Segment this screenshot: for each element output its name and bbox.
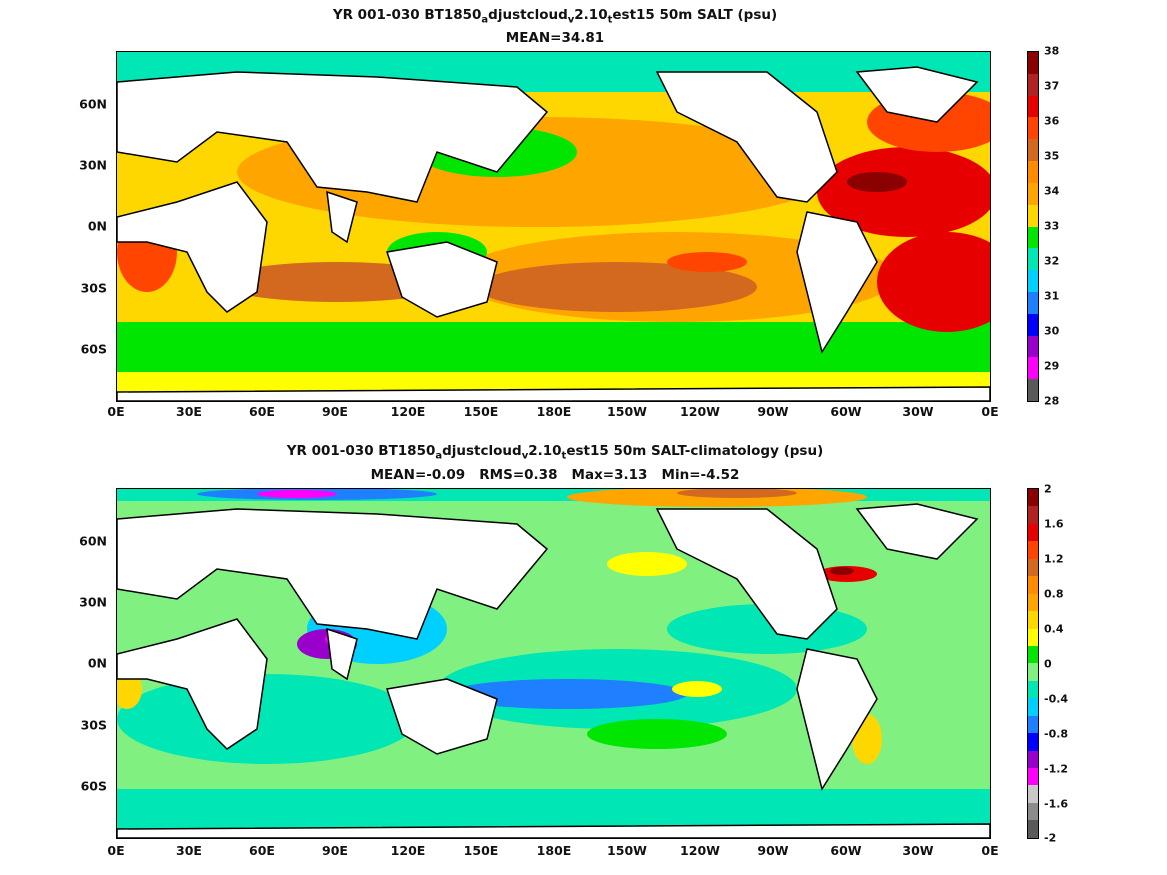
y-tick-label: 30N xyxy=(79,157,107,173)
colorbar-label: 36 xyxy=(1044,114,1060,128)
y-tick-label: 30S xyxy=(80,717,107,733)
x-tick-label: 120E xyxy=(390,404,426,419)
x-tick-label: 0E xyxy=(107,404,125,419)
x-tick-label: 30E xyxy=(176,843,202,858)
colorbar-label: 0.4 xyxy=(1044,622,1064,636)
x-tick-label: 90E xyxy=(322,404,348,419)
x-tick-label: 0E xyxy=(981,843,999,858)
x-tick-label: 150E xyxy=(463,843,499,858)
colorbar-label: -0.4 xyxy=(1044,692,1069,706)
x-tick-label: 150W xyxy=(607,843,647,858)
salinity-map xyxy=(116,51,991,402)
x-tick-label: 30W xyxy=(902,404,934,419)
x-tick-label: 60W xyxy=(830,843,862,858)
salinity-map-canvas xyxy=(117,52,990,401)
colorbar-label: 1.2 xyxy=(1044,552,1064,566)
colorbar-label: 0 xyxy=(1044,657,1052,671)
colorbar-label: -0.8 xyxy=(1044,727,1069,741)
colorbar-label: -1.6 xyxy=(1044,797,1069,811)
panel-title: YR 001-030 BT1850adjustcloudv2.10test15 … xyxy=(286,443,824,462)
colorbar-label: 0.8 xyxy=(1044,587,1064,601)
x-tick-label: 60W xyxy=(830,404,862,419)
colorbar-label: 29 xyxy=(1044,359,1060,373)
colorbar-label: 34 xyxy=(1044,184,1060,198)
colorbar-label: -1.2 xyxy=(1044,762,1069,776)
panel-subtitle: MEAN=-0.09 RMS=0.38 Max=3.13 Min=-4.52 xyxy=(370,467,740,483)
x-tick-label: 150W xyxy=(607,404,647,419)
colorbar-label: -2 xyxy=(1044,831,1057,845)
y-tick-label: 30N xyxy=(79,594,107,610)
x-tick-label: 60E xyxy=(249,404,275,419)
x-tick-label: 180E xyxy=(536,843,572,858)
colorbar-label: 2 xyxy=(1044,482,1052,496)
y-tick-label: 60N xyxy=(79,533,107,549)
colorbar-label: 33 xyxy=(1044,219,1060,233)
y-tick-label: 0N xyxy=(87,218,107,234)
x-tick-label: 90E xyxy=(322,843,348,858)
x-tick-label: 120W xyxy=(680,404,720,419)
colorbar-label: 37 xyxy=(1044,79,1060,93)
colorbar-label: 35 xyxy=(1044,149,1060,163)
x-tick-label: 90W xyxy=(757,404,789,419)
salinity-anomaly-map-canvas xyxy=(117,489,990,838)
y-tick-label: 60S xyxy=(80,341,107,357)
salinity-anomaly-map xyxy=(116,488,991,839)
x-tick-label: 180E xyxy=(536,404,572,419)
x-tick-label: 120E xyxy=(390,843,426,858)
x-tick-label: 150E xyxy=(463,404,499,419)
y-tick-label: 60N xyxy=(79,96,107,112)
colorbar-label: 1.6 xyxy=(1044,517,1064,531)
y-tick-label: 30S xyxy=(80,280,107,296)
colorbar-label: 32 xyxy=(1044,254,1060,268)
y-tick-label: 0N xyxy=(87,655,107,671)
anomaly-colorbar xyxy=(1027,488,1039,839)
x-tick-label: 0E xyxy=(107,843,125,858)
colorbar-label: 28 xyxy=(1044,394,1060,408)
x-tick-label: 60E xyxy=(249,843,275,858)
colorbar-label: 30 xyxy=(1044,324,1060,338)
x-tick-label: 30E xyxy=(176,404,202,419)
colorbar-label: 31 xyxy=(1044,289,1060,303)
salinity-colorbar xyxy=(1027,51,1039,402)
x-tick-label: 90W xyxy=(757,843,789,858)
y-tick-label: 60S xyxy=(80,778,107,794)
panel-subtitle: MEAN=34.81 xyxy=(505,30,605,46)
panel-title: YR 001-030 BT1850adjustcloudv2.10test15 … xyxy=(332,7,778,26)
x-tick-label: 30W xyxy=(902,843,934,858)
x-tick-label: 0E xyxy=(981,404,999,419)
x-tick-label: 120W xyxy=(680,843,720,858)
colorbar-label: 38 xyxy=(1044,44,1060,58)
